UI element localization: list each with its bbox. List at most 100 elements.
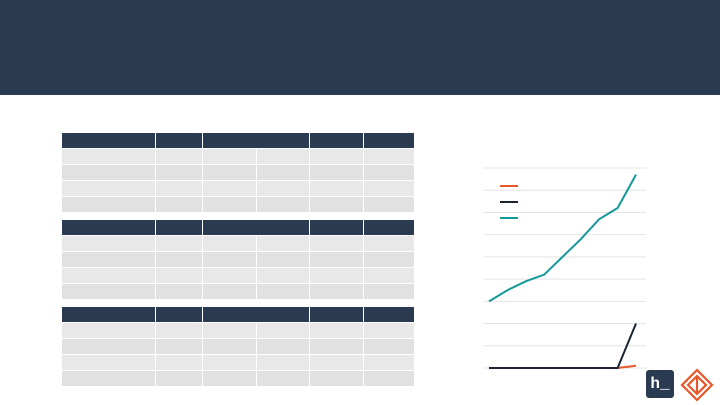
table-cell	[62, 267, 156, 284]
table-cell	[309, 196, 364, 213]
table-row	[62, 180, 415, 197]
table-cell	[155, 148, 203, 165]
table-cell	[309, 164, 364, 181]
table-cell	[155, 267, 203, 284]
table-row	[62, 283, 415, 300]
table-cell	[363, 164, 415, 181]
table-cell	[256, 148, 310, 165]
table-header-cell	[309, 133, 364, 149]
table-cell	[202, 370, 257, 387]
series-line-1	[489, 323, 637, 369]
table-cell	[256, 322, 310, 339]
table-header-cell	[202, 133, 310, 149]
table-cell	[155, 180, 203, 197]
table-cell	[155, 354, 203, 371]
data-table	[62, 307, 415, 387]
table-cell	[62, 322, 156, 339]
table-cell	[155, 235, 203, 252]
line-chart-svg	[484, 167, 646, 369]
table-row	[62, 235, 415, 252]
table-cell	[202, 354, 257, 371]
table-cell	[256, 180, 310, 197]
table-cell	[202, 148, 257, 165]
table-cell	[202, 322, 257, 339]
table-cell	[256, 267, 310, 284]
table-cell	[155, 370, 203, 387]
table-cell	[256, 370, 310, 387]
table-cell	[363, 322, 415, 339]
table-cell	[309, 148, 364, 165]
table-row	[62, 267, 415, 284]
table-row	[62, 354, 415, 371]
table-cell	[62, 235, 156, 252]
table-cell	[309, 251, 364, 268]
table-cell	[62, 196, 156, 213]
table-row	[62, 148, 415, 165]
table-cell	[363, 267, 415, 284]
table-header-row	[62, 220, 415, 236]
table-header-cell	[309, 220, 364, 236]
table-cell	[363, 283, 415, 300]
table-header-cell	[155, 220, 203, 236]
table-cell	[202, 338, 257, 355]
table-cell	[363, 251, 415, 268]
table-cell	[62, 338, 156, 355]
series-line-2	[488, 174, 637, 303]
table-header-cell	[155, 307, 203, 323]
table-cell	[202, 196, 257, 213]
table-cell	[256, 338, 310, 355]
table-header-cell	[363, 307, 415, 323]
table-cell	[309, 235, 364, 252]
data-table	[62, 220, 415, 300]
table-cell	[309, 370, 364, 387]
table-header-cell	[309, 307, 364, 323]
table-header-cell	[202, 307, 310, 323]
table-cell	[62, 354, 156, 371]
table-cell	[62, 180, 156, 197]
table-row	[62, 370, 415, 387]
table-cell	[202, 164, 257, 181]
table-cell	[155, 322, 203, 339]
table-cell	[363, 196, 415, 213]
table-row	[62, 338, 415, 355]
table-cell	[256, 283, 310, 300]
table-cell	[363, 148, 415, 165]
table-cell	[363, 370, 415, 387]
table-cell	[309, 267, 364, 284]
table-cell	[256, 235, 310, 252]
header-band	[0, 0, 720, 95]
table-cell	[256, 354, 310, 371]
table-row	[62, 251, 415, 268]
brand-mark-icon	[680, 368, 714, 402]
table-cell	[363, 338, 415, 355]
logo-badge: h_	[646, 370, 674, 398]
table-cell	[202, 180, 257, 197]
table-cell	[202, 251, 257, 268]
table-cell	[202, 235, 257, 252]
table-cell	[62, 370, 156, 387]
table-cell	[155, 196, 203, 213]
table-cell	[309, 283, 364, 300]
table-header-cell	[155, 133, 203, 149]
table-row	[62, 164, 415, 181]
table-cell	[256, 164, 310, 181]
table-header-cell	[202, 220, 310, 236]
table-cell	[62, 251, 156, 268]
table-header-cell	[62, 133, 156, 149]
table-cell	[155, 283, 203, 300]
table-header-cell	[363, 220, 415, 236]
table-cell	[202, 267, 257, 284]
table-cell	[62, 283, 156, 300]
table-cell	[309, 354, 364, 371]
table-cell	[155, 164, 203, 181]
table-header-row	[62, 307, 415, 323]
data-table	[62, 133, 415, 213]
table-cell	[155, 338, 203, 355]
table-header-cell	[363, 133, 415, 149]
table-header-row	[62, 133, 415, 149]
table-cell	[363, 180, 415, 197]
table-row	[62, 322, 415, 339]
table-cell	[256, 251, 310, 268]
table-cell	[309, 338, 364, 355]
table-cell	[309, 322, 364, 339]
